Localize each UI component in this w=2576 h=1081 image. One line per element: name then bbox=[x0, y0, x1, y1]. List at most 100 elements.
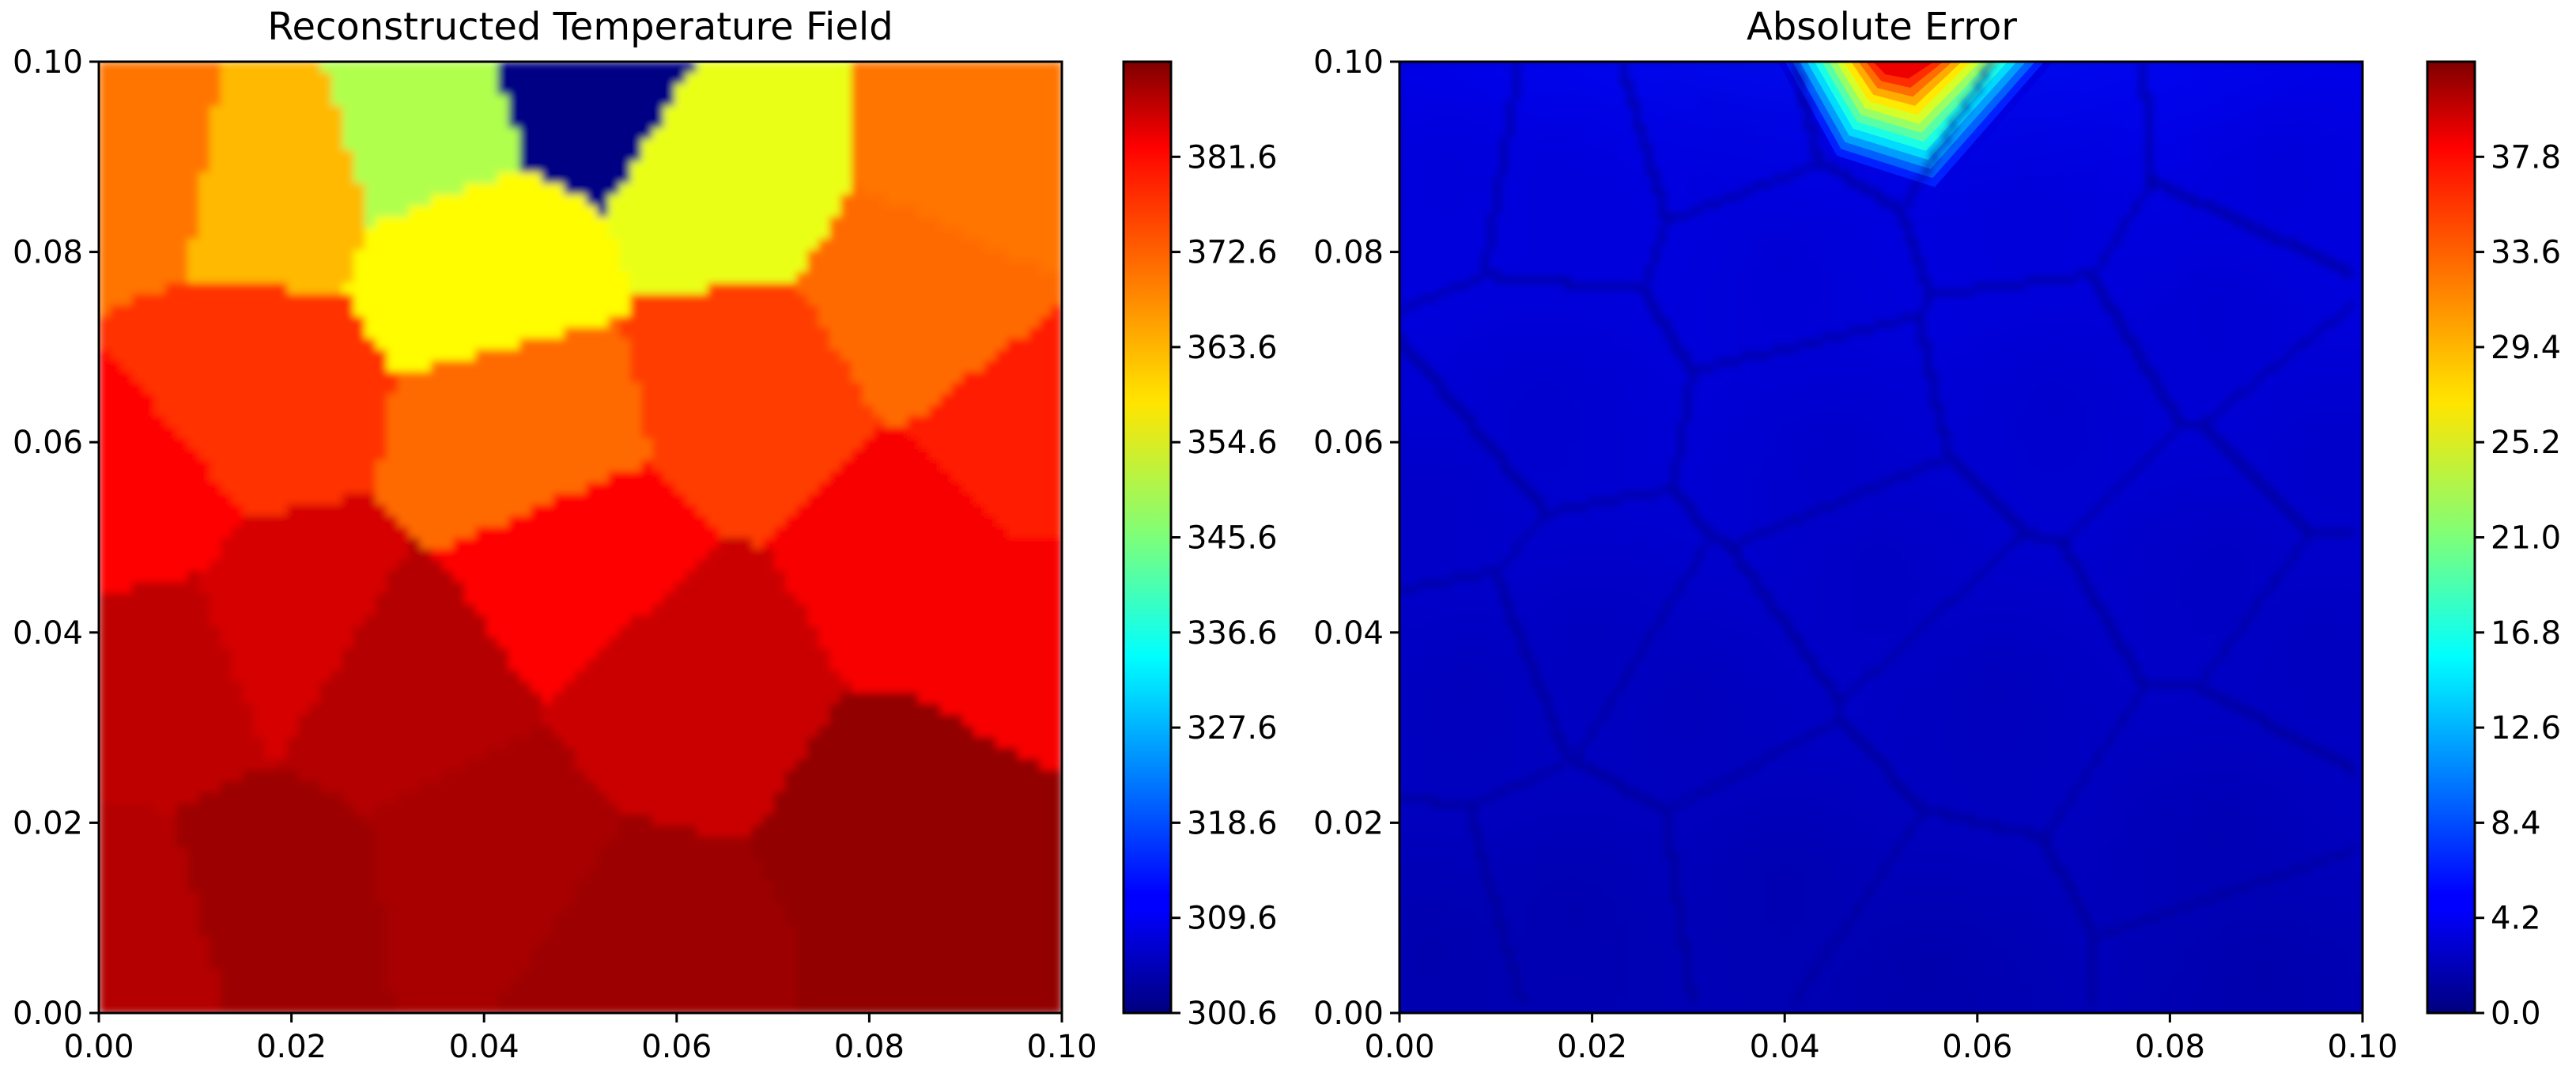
field-pixel bbox=[984, 460, 996, 472]
field-pixel bbox=[575, 416, 587, 428]
field-pixel bbox=[1007, 327, 1018, 339]
field-pixel bbox=[1018, 327, 1029, 339]
field-pixel bbox=[874, 161, 886, 173]
field-pixel bbox=[121, 538, 133, 550]
field-pixel bbox=[464, 648, 476, 660]
field-pixel bbox=[907, 604, 919, 616]
field-pixel bbox=[741, 272, 753, 284]
field-pixel bbox=[818, 471, 830, 483]
field-pixel bbox=[143, 117, 155, 129]
field-pixel bbox=[353, 338, 365, 350]
field-pixel bbox=[132, 527, 144, 539]
field-pixel bbox=[829, 516, 841, 527]
field-pixel bbox=[818, 139, 830, 151]
field-pixel bbox=[586, 106, 598, 118]
field-pixel bbox=[896, 593, 908, 605]
field-pixel bbox=[663, 272, 675, 284]
field-pixel bbox=[287, 615, 299, 627]
field-pixel bbox=[320, 239, 332, 251]
field-pixel bbox=[154, 482, 166, 494]
field-pixel bbox=[785, 195, 797, 206]
field-pixel bbox=[863, 394, 874, 406]
field-pixel bbox=[420, 117, 432, 129]
field-pixel bbox=[785, 350, 797, 361]
field-pixel bbox=[630, 571, 642, 583]
field-pixel bbox=[542, 283, 553, 295]
field-pixel bbox=[221, 460, 232, 472]
field-pixel bbox=[364, 327, 376, 339]
field-pixel bbox=[752, 682, 764, 694]
field-pixel bbox=[652, 272, 664, 284]
field-pixel bbox=[531, 405, 542, 417]
field-pixel bbox=[752, 117, 764, 129]
field-pixel bbox=[885, 648, 897, 660]
field-pixel bbox=[918, 161, 930, 173]
field-pixel bbox=[763, 350, 775, 361]
field-pixel bbox=[1029, 150, 1041, 162]
field-pixel bbox=[663, 261, 675, 273]
field-pixel bbox=[409, 427, 421, 439]
field-pixel bbox=[608, 648, 620, 660]
field-pixel bbox=[907, 560, 919, 572]
field-pixel bbox=[287, 416, 299, 428]
field-pixel bbox=[575, 449, 587, 461]
field-pixel bbox=[553, 183, 565, 195]
field-pixel bbox=[586, 305, 598, 317]
field-pixel bbox=[376, 128, 387, 140]
field-pixel bbox=[243, 361, 255, 372]
field-pixel bbox=[1007, 372, 1018, 384]
field-pixel bbox=[420, 239, 432, 251]
field-pixel bbox=[730, 84, 742, 96]
field-pixel bbox=[730, 527, 742, 539]
field-pixel bbox=[387, 305, 398, 317]
field-pixel bbox=[840, 250, 852, 262]
field-pixel bbox=[309, 383, 321, 395]
field-pixel bbox=[575, 117, 587, 129]
field-pixel bbox=[176, 62, 188, 74]
field-pixel bbox=[885, 660, 897, 671]
field-pixel bbox=[807, 283, 819, 295]
field-pixel bbox=[453, 95, 465, 107]
field-pixel bbox=[353, 327, 365, 339]
field-pixel bbox=[431, 671, 443, 682]
field-pixel bbox=[121, 228, 133, 240]
field-pixel bbox=[774, 95, 786, 107]
field-pixel bbox=[1007, 582, 1018, 594]
field-pixel bbox=[254, 272, 266, 284]
field-pixel bbox=[852, 305, 863, 317]
field-pixel bbox=[232, 604, 244, 616]
field-pixel bbox=[984, 582, 996, 594]
field-pixel bbox=[1018, 350, 1029, 361]
field-pixel bbox=[619, 117, 631, 129]
field-pixel bbox=[752, 626, 764, 638]
field-pixel bbox=[442, 316, 454, 328]
field-pixel bbox=[298, 615, 310, 627]
field-pixel bbox=[575, 217, 587, 229]
field-pixel bbox=[818, 527, 830, 539]
field-pixel bbox=[619, 427, 631, 439]
field-pixel bbox=[453, 272, 465, 284]
field-pixel bbox=[863, 405, 874, 417]
field-pixel bbox=[221, 283, 232, 295]
field-pixel bbox=[431, 516, 443, 527]
field-pixel bbox=[420, 217, 432, 229]
field-pixel bbox=[940, 172, 952, 184]
field-pixel bbox=[143, 161, 155, 173]
field-pixel bbox=[608, 383, 620, 395]
field-pixel bbox=[287, 538, 299, 550]
field-pixel bbox=[387, 139, 398, 151]
field-pixel bbox=[730, 62, 742, 74]
field-pixel bbox=[243, 538, 255, 550]
field-pixel bbox=[176, 416, 188, 428]
field-pixel bbox=[497, 660, 509, 671]
field-pixel bbox=[730, 449, 742, 461]
field-pixel bbox=[730, 294, 742, 306]
field-pixel bbox=[387, 527, 398, 539]
field-pixel bbox=[1040, 471, 1052, 483]
field-pixel bbox=[475, 294, 487, 306]
field-pixel bbox=[132, 460, 144, 472]
field-pixel bbox=[752, 95, 764, 107]
field-pixel bbox=[376, 283, 387, 295]
field-pixel bbox=[829, 350, 841, 361]
field-pixel bbox=[619, 73, 631, 85]
